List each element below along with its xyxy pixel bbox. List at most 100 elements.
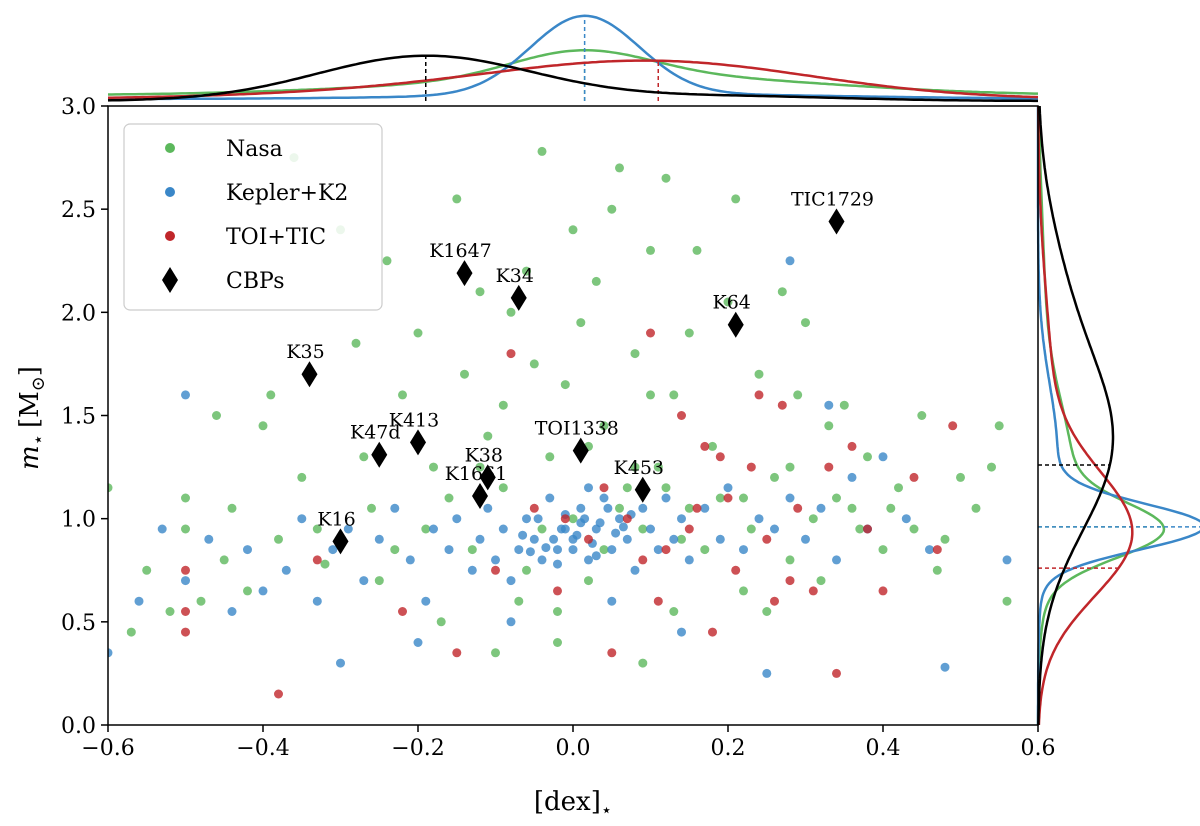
- point-nasa: [599, 421, 609, 431]
- cbp-label-tic1729: TIC1729: [791, 189, 874, 211]
- x-axis-ticks: −0.6 −0.4 −0.2 0.0 0.2 0.4 0.6: [81, 725, 1056, 761]
- point-kepler-k2: [715, 534, 725, 544]
- point-kepler-k2: [584, 483, 593, 493]
- y-tick-label: 1.0: [61, 508, 96, 533]
- point-kepler-k2: [618, 522, 628, 532]
- cbp-label-k1661: K1661: [445, 463, 508, 485]
- point-kepler-k2: [227, 607, 237, 616]
- y-tick-label: 1.5: [61, 405, 96, 430]
- point-kepler-k2: [374, 534, 384, 544]
- point-kepler-k2: [646, 524, 655, 534]
- point-toi-tic: [684, 524, 694, 534]
- point-nasa: [785, 555, 795, 565]
- point-toi-tic: [762, 534, 772, 544]
- point-kepler-k2: [603, 503, 613, 513]
- y-tick-label: 0.0: [61, 714, 96, 739]
- cbp-marker-k1661: [472, 482, 488, 509]
- point-toi-tic: [491, 565, 500, 575]
- point-kepler-k2: [576, 518, 586, 528]
- point-nasa: [669, 390, 679, 400]
- point-nasa: [886, 503, 896, 513]
- point-nasa: [374, 576, 384, 586]
- point-nasa: [646, 390, 655, 400]
- point-kepler-k2: [669, 534, 679, 544]
- point-kepler-k2: [491, 555, 500, 565]
- point-toi-tic: [638, 555, 648, 565]
- point-nasa: [320, 559, 330, 569]
- point-nasa: [669, 607, 679, 616]
- point-kepler-k2: [181, 576, 190, 586]
- cbp-label-k413: K413: [389, 409, 439, 431]
- point-nasa: [909, 524, 919, 534]
- point-toi-tic: [715, 452, 725, 462]
- cbp-marker-k1647: [456, 260, 473, 287]
- point-kepler-k2: [452, 514, 462, 524]
- point-nasa: [568, 514, 578, 524]
- point-nasa: [219, 555, 229, 565]
- point-nasa: [390, 545, 400, 555]
- y-tick-label: 2.5: [61, 198, 96, 223]
- point-nasa: [429, 462, 438, 472]
- point-kepler-k2: [405, 555, 415, 565]
- point-nasa: [227, 503, 237, 513]
- point-toi-tic: [777, 400, 787, 410]
- point-nasa: [537, 146, 547, 156]
- point-kepler-k2: [336, 658, 345, 668]
- point-toi-tic: [708, 627, 717, 637]
- legend-marker-toi-tic: [165, 231, 175, 241]
- legend-label-nasa: Nasa: [226, 137, 283, 162]
- point-kepler-k2: [584, 555, 593, 565]
- point-nasa: [258, 421, 268, 431]
- point-kepler-k2: [541, 543, 551, 553]
- cbp-label-k35: K35: [286, 341, 324, 363]
- point-nasa: [816, 576, 826, 586]
- legend-label-kepler-k2: Kepler+K2: [226, 181, 348, 206]
- point-nasa: [181, 493, 190, 503]
- right-kde-cbps: [1037, 105, 1115, 725]
- y-axis-label: m⋆[M⊙]: [15, 366, 49, 470]
- y-tick-label: 3.0: [61, 95, 96, 120]
- point-nasa: [436, 617, 446, 627]
- point-nasa: [274, 534, 283, 544]
- point-nasa: [498, 483, 508, 493]
- point-toi-tic: [398, 607, 407, 616]
- point-toi-tic: [584, 534, 593, 544]
- point-nasa: [808, 514, 818, 524]
- point-kepler-k2: [576, 503, 586, 513]
- point-kepler-k2: [824, 400, 834, 410]
- cbp-label-k16: K16: [317, 508, 355, 530]
- point-nasa: [839, 400, 849, 410]
- point-kepler-k2: [677, 627, 686, 637]
- point-kepler-k2: [816, 503, 826, 513]
- point-kepler-k2: [429, 524, 438, 534]
- point-kepler-k2: [421, 596, 431, 606]
- legend-box: [123, 123, 383, 311]
- point-kepler-k2: [281, 565, 291, 575]
- top-kde-toi-tic: [108, 59, 1039, 99]
- point-nasa: [483, 431, 493, 441]
- point-nasa: [421, 524, 431, 534]
- cbp-label-k34: K34: [496, 265, 534, 287]
- point-nasa: [413, 328, 423, 338]
- point-nasa: [398, 390, 407, 400]
- point-nasa: [684, 503, 694, 513]
- point-nasa: [630, 462, 640, 472]
- point-kepler-k2: [739, 545, 748, 555]
- point-kepler-k2: [595, 518, 605, 528]
- point-toi-tic: [607, 648, 617, 658]
- legend-marker-nasa: [165, 143, 175, 153]
- point-nasa: [832, 493, 841, 503]
- cbp-marker-toi1338: [572, 437, 589, 464]
- point-nasa: [863, 452, 872, 462]
- point-toi-tic: [847, 441, 857, 451]
- point-nasa: [444, 493, 454, 503]
- point-nasa: [491, 648, 500, 658]
- point-kepler-k2: [529, 534, 539, 544]
- point-kepler-k2: [537, 555, 547, 565]
- point-kepler-k2: [518, 530, 528, 540]
- point-kepler-k2: [545, 493, 555, 503]
- legend-marker-kepler-k2: [165, 187, 175, 197]
- point-kepler-k2: [243, 545, 252, 555]
- point-nasa: [801, 318, 810, 328]
